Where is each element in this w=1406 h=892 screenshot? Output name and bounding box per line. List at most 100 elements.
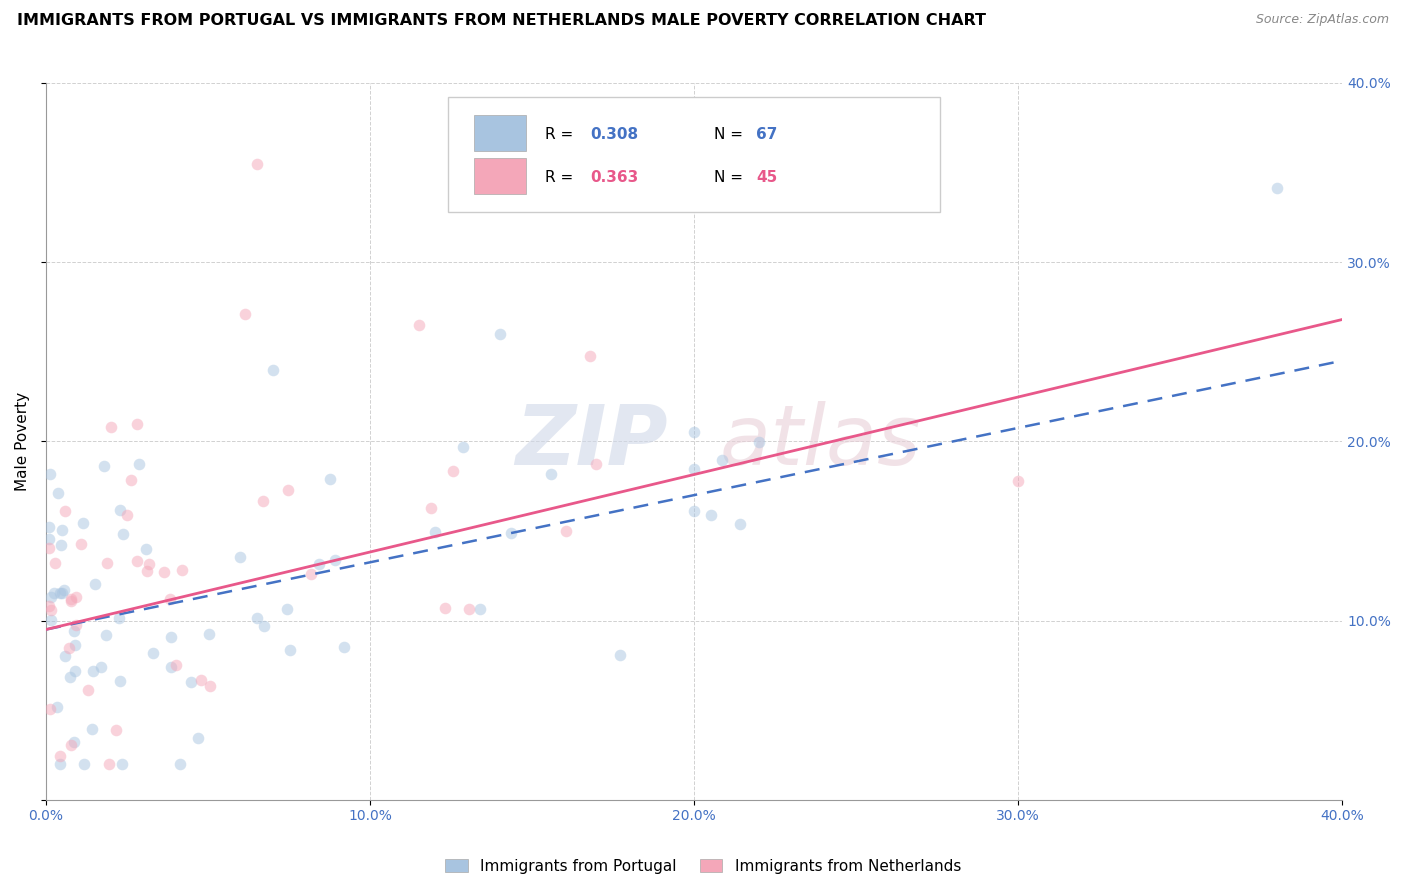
Point (299, 566, 322, 581)
Text: Source: ZipAtlas.com: Source: ZipAtlas.com (1256, 13, 1389, 27)
Text: 0.363: 0.363 (591, 170, 638, 185)
Point (441, 463, 464, 477)
Point (276, 602, 298, 616)
Point (93, 458, 115, 473)
Point (72, 516, 94, 530)
Point (111, 526, 134, 541)
Point (100, 420, 122, 434)
Text: R =: R = (546, 170, 578, 185)
Point (60, 591, 83, 606)
Point (108, 503, 131, 517)
Point (198, 680, 221, 694)
Point (48, 756, 70, 771)
Point (159, 660, 181, 674)
Point (423, 524, 446, 539)
Point (38, 599, 60, 614)
Point (41, 613, 63, 627)
Point (38, 532, 60, 546)
Point (49, 749, 72, 764)
Point (434, 601, 457, 615)
Point (246, 156, 269, 170)
Point (84, 576, 107, 591)
Point (59, 739, 82, 753)
Point (38, 702, 60, 716)
Point (683, 462, 706, 476)
Point (63, 734, 86, 748)
Point (96, 557, 118, 571)
Point (748, 434, 770, 449)
Point (49, 538, 72, 552)
Point (420, 501, 443, 516)
Point (187, 731, 209, 745)
Point (165, 658, 187, 673)
Point (190, 673, 212, 687)
Point (45, 700, 67, 714)
Point (59, 670, 82, 684)
Point (70, 536, 93, 550)
Text: IMMIGRANTS FROM PORTUGAL VS IMMIGRANTS FROM NETHERLANDS MALE POVERTY CORRELATION: IMMIGRANTS FROM PORTUGAL VS IMMIGRANTS F… (17, 13, 986, 29)
Point (453, 441, 475, 455)
Point (38, 541, 60, 555)
Point (96, 628, 118, 642)
Point (104, 723, 127, 738)
Point (332, 640, 354, 654)
Point (135, 541, 157, 556)
Point (38, 520, 60, 534)
Text: 67: 67 (756, 127, 778, 142)
Point (159, 591, 181, 606)
Point (44, 585, 66, 599)
FancyBboxPatch shape (474, 158, 526, 194)
Point (80, 722, 103, 736)
Point (579, 349, 602, 363)
Text: R =: R = (546, 127, 578, 142)
Point (229, 549, 252, 564)
Point (253, 619, 276, 633)
Point (683, 425, 706, 440)
Point (198, 626, 221, 640)
Point (53, 504, 76, 518)
Text: atlas: atlas (720, 401, 922, 482)
Point (65, 664, 87, 678)
Point (1007, 475, 1029, 489)
Point (98, 756, 121, 771)
Point (169, 756, 191, 771)
Text: ZIP: ZIP (516, 401, 668, 482)
Point (120, 473, 142, 487)
Point (710, 453, 733, 467)
Text: 0.308: 0.308 (591, 127, 638, 142)
Point (136, 564, 159, 578)
Point (53, 583, 76, 598)
Point (609, 648, 631, 662)
Point (1267, 181, 1289, 195)
Point (308, 557, 330, 571)
Point (51, 523, 73, 537)
Point (65, 618, 87, 632)
Text: N =: N = (714, 170, 748, 185)
Point (246, 611, 269, 625)
Point (153, 566, 176, 580)
Point (39, 603, 62, 617)
Point (233, 307, 256, 321)
Point (82, 664, 104, 678)
Point (65, 590, 87, 604)
Point (323, 553, 346, 567)
Point (262, 362, 284, 376)
Y-axis label: Male Poverty: Male Poverty (15, 392, 30, 491)
Point (180, 675, 202, 690)
Point (38, 467, 60, 482)
Point (585, 457, 607, 471)
Legend: Immigrants from Portugal, Immigrants from Netherlands: Immigrants from Portugal, Immigrants fro… (439, 853, 967, 880)
Point (128, 458, 150, 472)
Point (160, 631, 183, 645)
Point (44, 556, 66, 570)
Point (107, 611, 129, 625)
Point (540, 467, 562, 482)
Point (53, 648, 76, 663)
Point (58, 641, 80, 656)
Point (408, 318, 430, 332)
FancyBboxPatch shape (474, 115, 526, 151)
Point (554, 524, 576, 539)
Point (39, 590, 62, 604)
Point (458, 601, 481, 615)
Point (48, 586, 70, 600)
